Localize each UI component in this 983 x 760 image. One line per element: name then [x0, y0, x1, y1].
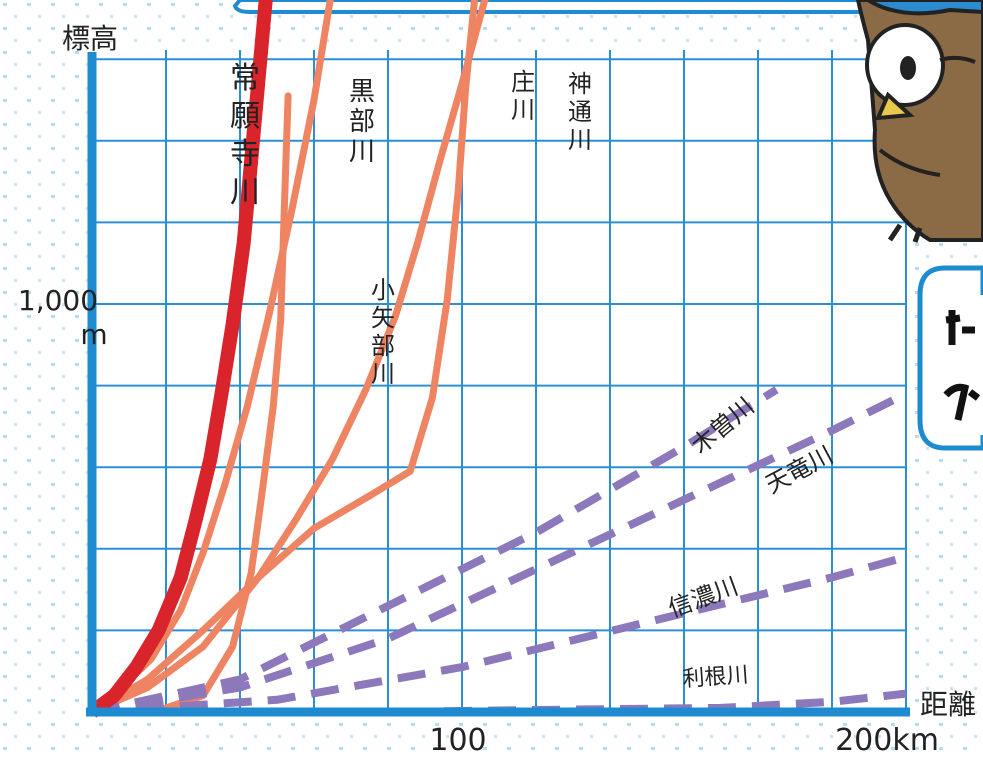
plot-area [92, 50, 905, 712]
series-label: 利根川 [682, 663, 750, 693]
series-label-char: 黒 [349, 77, 375, 107]
series-line [91, 390, 908, 716]
series-label-char: 川 [230, 175, 260, 210]
series-label: 庄川 [511, 68, 535, 124]
series-label-char: 矢 [371, 304, 395, 332]
series-label-char: 神 [568, 70, 592, 98]
mascot-owl-icon [855, 0, 983, 243]
top-banner-edge [232, 0, 968, 14]
series-label-char: 部 [349, 107, 375, 137]
series-layer [87, 0, 908, 718]
series-line [88, 0, 489, 716]
series-line [91, 386, 779, 716]
speech-bubble [917, 265, 983, 451]
series-line [91, 553, 908, 716]
series-label-char: 通 [568, 98, 592, 126]
series-label-char: 川 [568, 126, 592, 154]
series-line [162, 92, 292, 712]
series-label-char: 願 [230, 99, 260, 134]
series-label-char: 庄 [511, 68, 535, 96]
series-label-char: 川 [349, 137, 375, 167]
series-line [87, 0, 273, 718]
x-axis-title: 距離 [920, 688, 976, 721]
series-label-char: 常 [230, 61, 260, 96]
series-line [88, 0, 479, 716]
series-label-char: 寺 [230, 137, 260, 172]
grid [92, 50, 907, 712]
series-label-char: 小 [371, 276, 395, 304]
y-axis-title: 標高 [62, 22, 118, 55]
y-tick-label: 1,000 [18, 284, 98, 317]
series-label-char: 川 [511, 96, 535, 124]
x-tick-label: 100 [429, 723, 486, 756]
series-label: 神通川 [568, 70, 592, 154]
y-tick-unit: m [80, 318, 107, 351]
series-label: 黒部川 [349, 77, 375, 167]
series-label-char: 川 [371, 360, 395, 388]
x-tick-label: 200km [835, 723, 939, 756]
series-label-char: 部 [371, 332, 395, 360]
